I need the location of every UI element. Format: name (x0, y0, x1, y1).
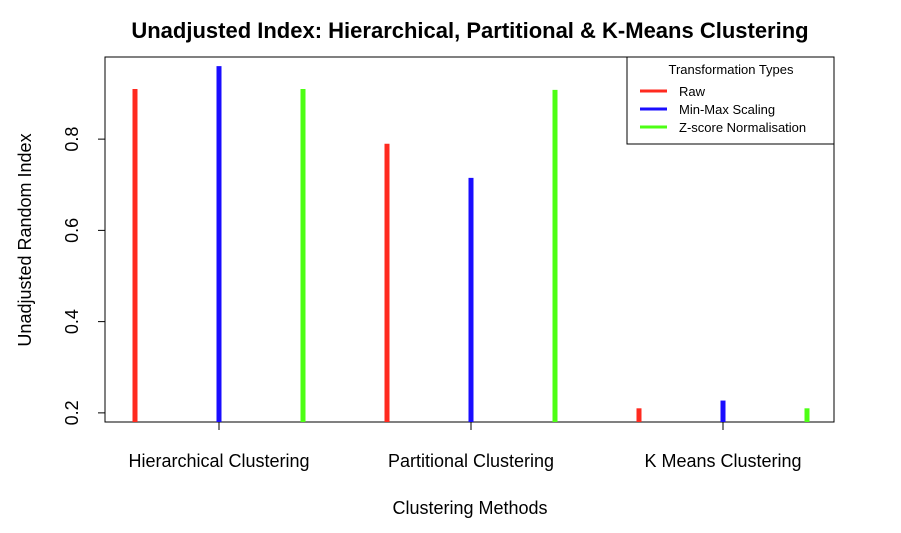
y-tick-label: 0.4 (62, 309, 82, 334)
legend-label: Min-Max Scaling (679, 102, 775, 117)
y-tick-label: 0.6 (62, 218, 82, 243)
x-tick-label: Hierarchical Clustering (128, 451, 309, 471)
y-axis: 0.2 0.4 0.6 0.8 (62, 127, 106, 425)
x-tick-label: Partitional Clustering (388, 451, 554, 471)
x-axis-label: Clustering Methods (392, 498, 547, 518)
y-tick-label: 0.8 (62, 127, 82, 152)
legend: Transformation Types Raw Min-Max Scaling Z… (626, 56, 835, 145)
legend-items: Raw Min-Max Scaling Z-score Normalisation (640, 84, 806, 135)
x-tick-label: K Means Clustering (644, 451, 801, 471)
legend-label: Z-score Normalisation (679, 120, 806, 135)
legend-box (626, 56, 835, 145)
y-tick-label: 0.2 (62, 400, 82, 425)
x-axis: Hierarchical Clustering Partitional Clust… (128, 422, 802, 471)
legend-title: Transformation Types (669, 62, 794, 77)
chart-title: Unadjusted Index: Hierarchical, Partitio… (131, 18, 808, 43)
bars-layer (132, 66, 810, 422)
legend-label: Raw (679, 84, 706, 99)
y-axis-label: Unadjusted Random Index (15, 133, 35, 346)
